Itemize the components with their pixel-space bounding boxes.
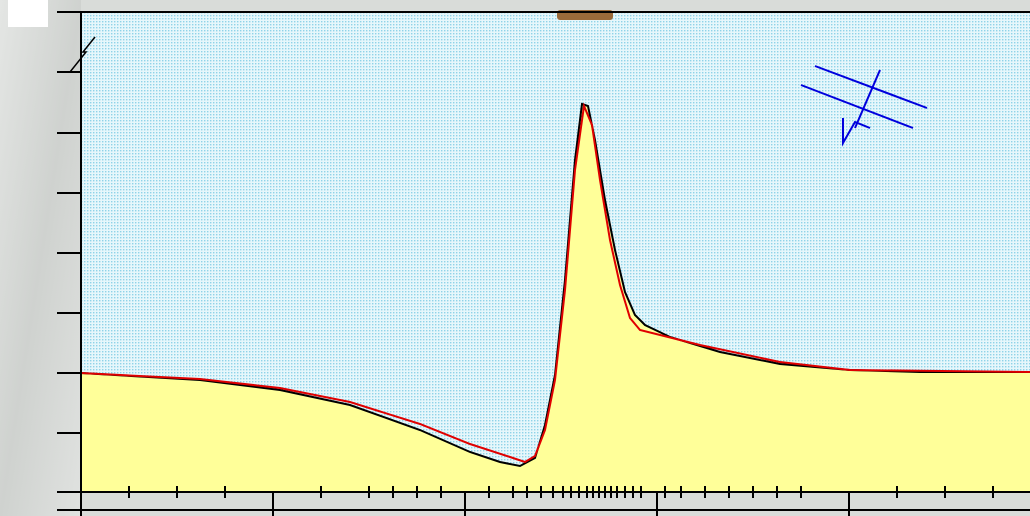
page: {} (() => { const svg = document.getElem… — [0, 0, 1030, 516]
profile-view — [0, 0, 1030, 516]
background — [0, 0, 81, 516]
corner-box — [8, 0, 48, 27]
